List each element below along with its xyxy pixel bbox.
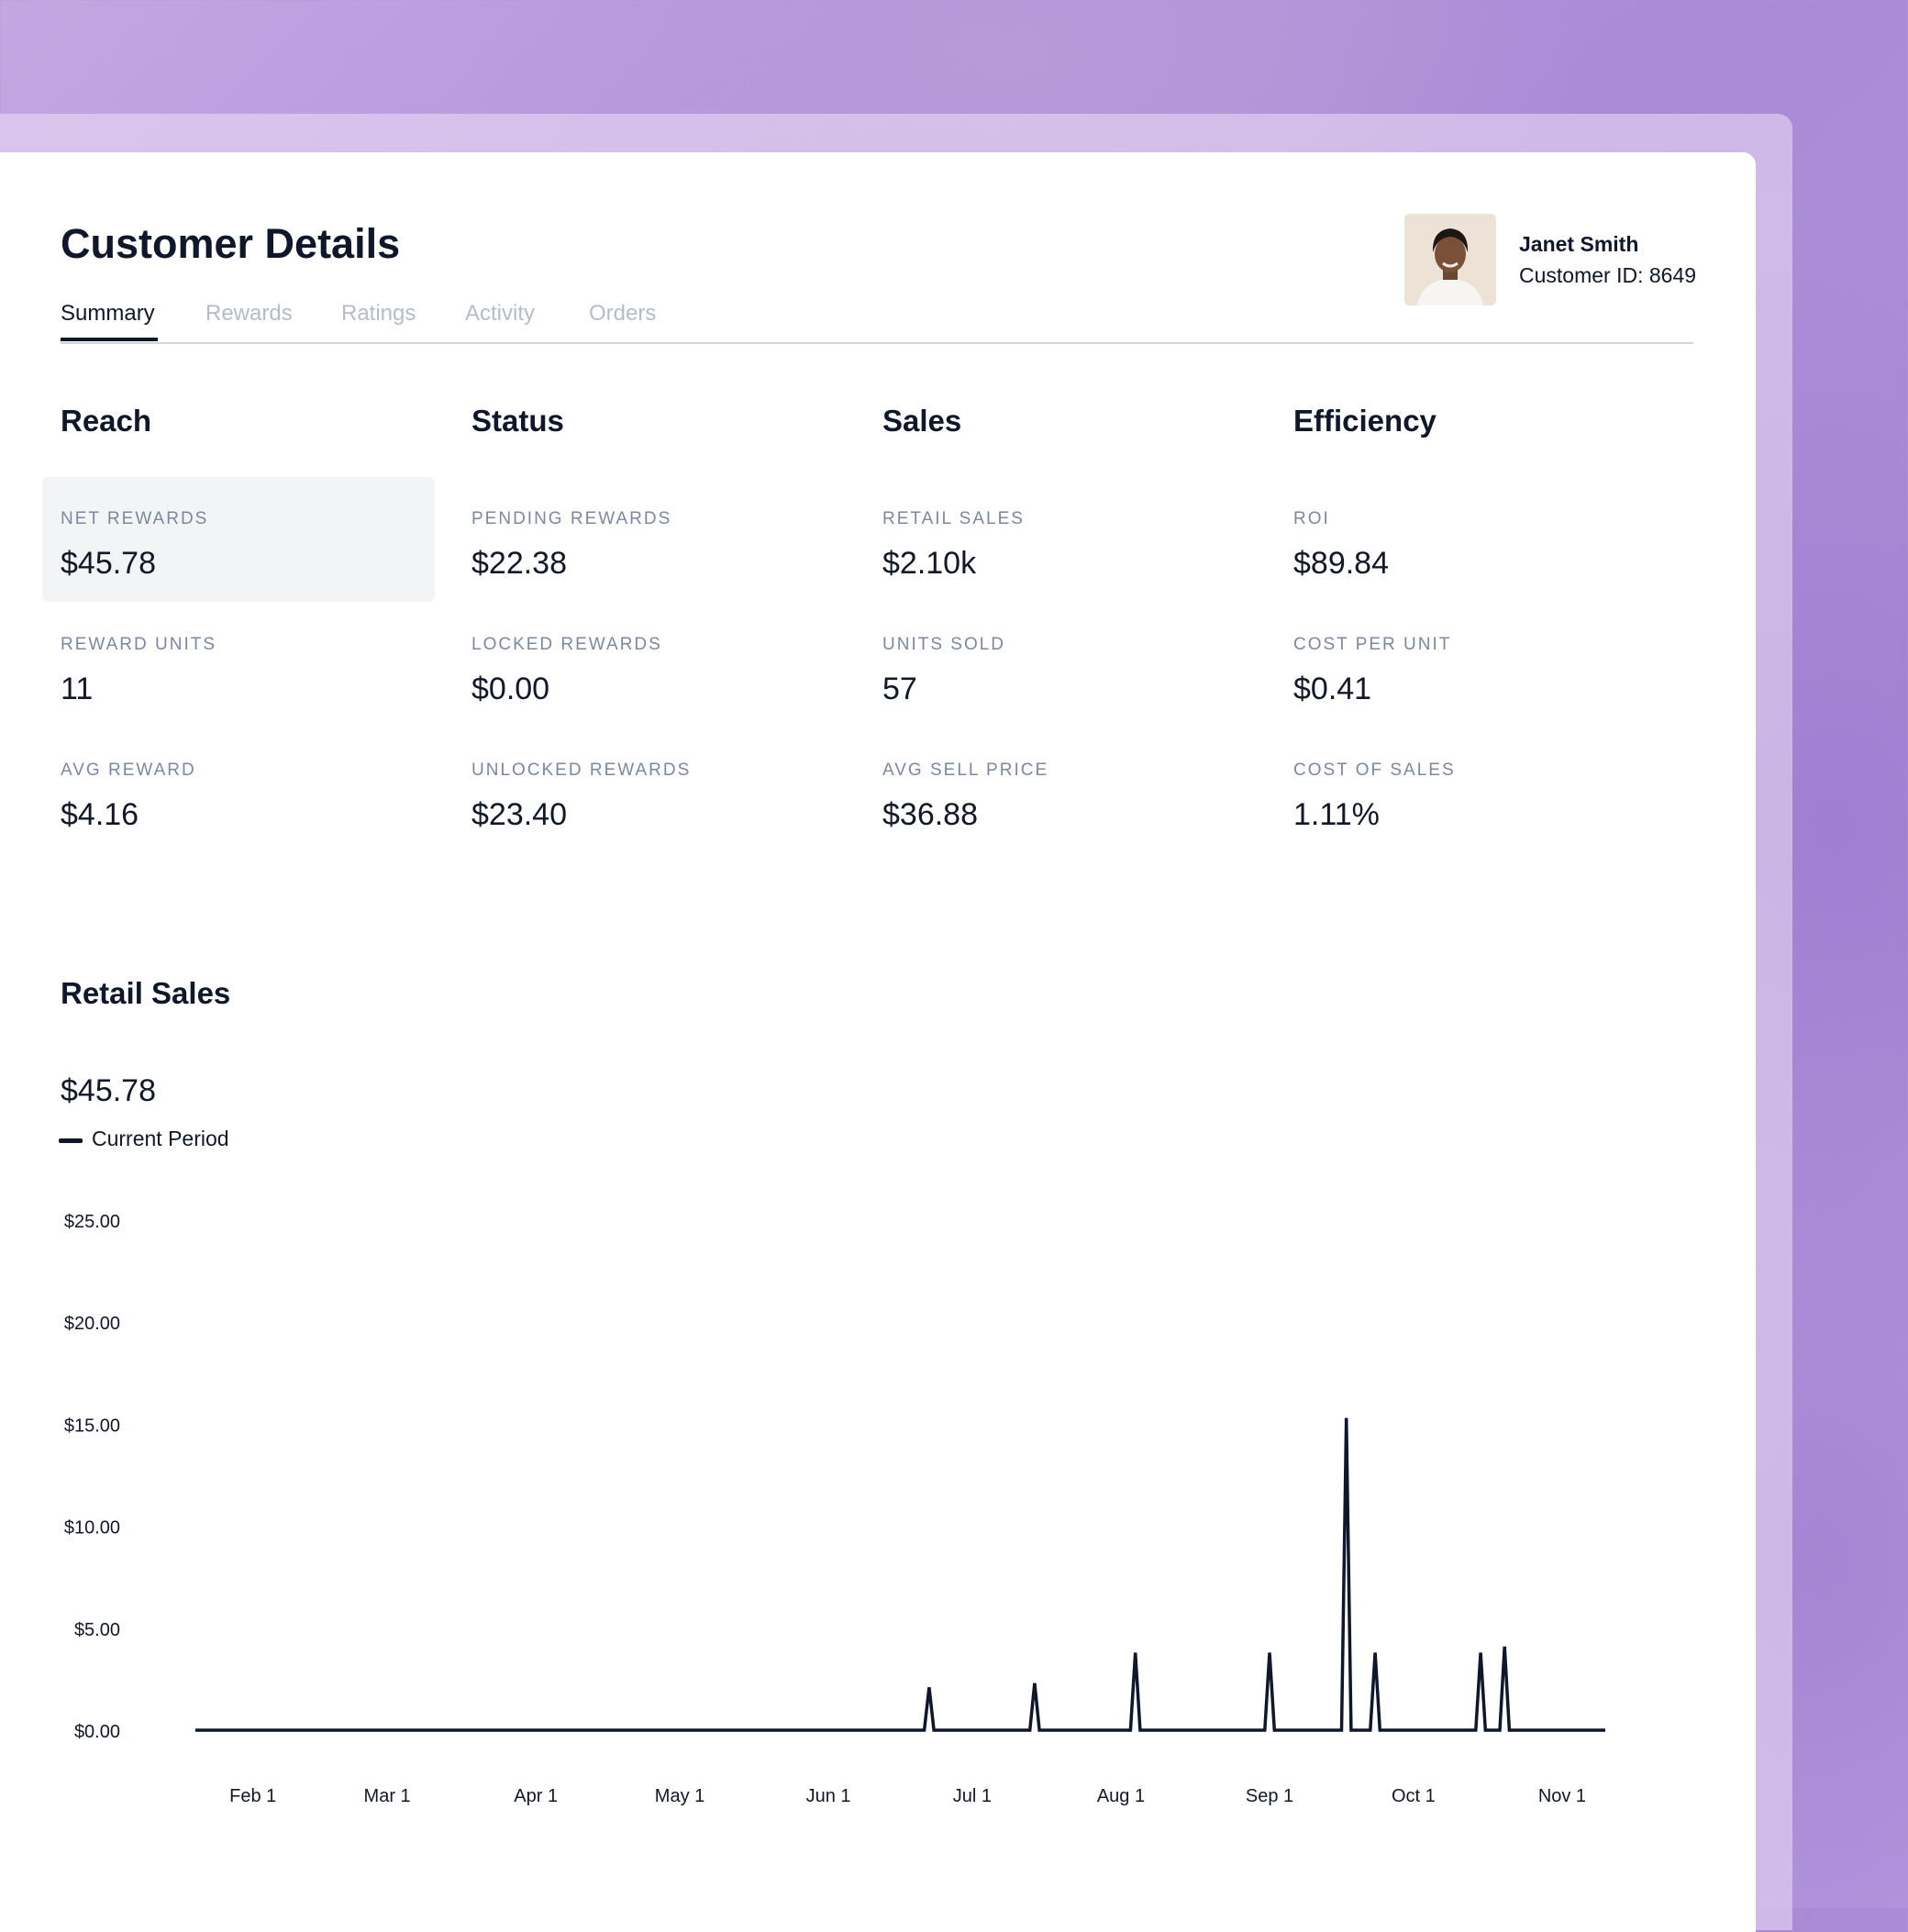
metric-cost-per-unit[interactable]: COST PER UNIT $0.41 <box>1293 603 1670 727</box>
metric-label: NET REWARDS <box>61 509 209 528</box>
metric-value: $2.10k <box>882 546 977 581</box>
metric-unlocked-rewards[interactable]: UNLOCKED REWARDS $23.40 <box>471 728 848 853</box>
x-tick-label: Mar 1 <box>364 1786 411 1806</box>
legend-swatch <box>59 1138 83 1143</box>
section-heading: Sales <box>882 404 962 438</box>
customer-name: Janet Smith <box>1519 232 1639 256</box>
tab-ratings[interactable]: Ratings <box>341 301 416 326</box>
metric-locked-rewards[interactable]: LOCKED REWARDS $0.00 <box>471 603 848 727</box>
metric-label: RETAIL SALES <box>882 509 1025 528</box>
tab-bar: Summary Rewards Ratings Activity Orders <box>61 301 1693 344</box>
metric-label: COST OF SALES <box>1293 761 1456 780</box>
section-heading: Reach <box>61 404 152 438</box>
series-line <box>195 1417 1605 1732</box>
metric-value: $22.38 <box>471 546 567 581</box>
metric-cost-of-sales[interactable]: COST OF SALES 1.11% <box>1293 728 1670 853</box>
x-tick-label: Aug 1 <box>1097 1786 1145 1806</box>
y-tick-label: $15.00 <box>64 1416 120 1436</box>
metric-value: 57 <box>882 672 917 706</box>
metric-retail-sales[interactable]: RETAIL SALES $2.10k <box>882 477 1259 602</box>
avatar <box>1404 214 1496 305</box>
metric-avg-sell-price[interactable]: AVG SELL PRICE $36.88 <box>882 728 1259 853</box>
metric-value: $45.78 <box>61 546 156 581</box>
section-heading: Efficiency <box>1293 404 1437 438</box>
metric-pending-rewards[interactable]: PENDING REWARDS $22.38 <box>471 477 848 602</box>
metric-value: $36.88 <box>882 797 978 832</box>
tab-activity[interactable]: Activity <box>465 301 536 326</box>
customer-id: Customer ID: 8649 <box>1519 263 1697 287</box>
metric-value: $0.41 <box>1293 672 1372 706</box>
metric-reward-units[interactable]: REWARD UNITS 11 <box>61 603 437 727</box>
chart-title: Retail Sales <box>61 976 231 1010</box>
tab-summary[interactable]: Summary <box>61 301 155 326</box>
x-tick-label: Nov 1 <box>1538 1786 1586 1806</box>
x-tick-label: Jun 1 <box>806 1786 851 1806</box>
metric-label: AVG REWARD <box>61 761 196 780</box>
active-tab-indicator <box>61 338 158 341</box>
avatar-photo <box>1404 214 1496 305</box>
metric-label: UNLOCKED REWARDS <box>471 761 692 780</box>
x-tick-label: Sep 1 <box>1246 1786 1293 1806</box>
metric-value: 11 <box>61 672 94 706</box>
x-tick-label: Oct 1 <box>1392 1786 1436 1806</box>
metric-label: REWARD UNITS <box>61 635 217 654</box>
y-tick-label: $5.00 <box>74 1620 120 1640</box>
metric-roi[interactable]: ROI $89.84 <box>1293 477 1670 602</box>
tab-orders[interactable]: Orders <box>589 301 657 326</box>
retail-sales-chart: $0.00 $5.00 $10.00 $15.00 $20.00 $25.00 Feb 1 M… <box>64 1212 1605 1806</box>
tab-rewards[interactable]: Rewards <box>205 301 293 326</box>
metric-value: 1.11% <box>1293 797 1380 832</box>
y-tick-label: $20.00 <box>64 1314 120 1334</box>
metric-label: UNITS SOLD <box>882 635 1006 654</box>
x-tick-label: Jul 1 <box>953 1786 992 1806</box>
page-title: Customer Details <box>61 220 401 267</box>
x-tick-label: Apr 1 <box>514 1786 558 1806</box>
metric-label: ROI <box>1293 509 1330 528</box>
x-tick-label: Feb 1 <box>229 1786 276 1806</box>
chart-total-value: $45.78 <box>61 1073 156 1108</box>
y-tick-label: $10.00 <box>64 1518 120 1538</box>
metric-label: LOCKED REWARDS <box>471 635 662 654</box>
metric-net-rewards[interactable]: NET REWARDS $45.78 <box>42 477 435 602</box>
legend-label: Current Period <box>92 1127 229 1150</box>
y-tick-label: $25.00 <box>64 1212 120 1232</box>
metric-label: COST PER UNIT <box>1293 635 1452 654</box>
section-heading: Status <box>471 404 564 438</box>
metric-label: PENDING REWARDS <box>471 509 672 528</box>
metric-value: $4.16 <box>61 797 139 832</box>
metric-value: $23.40 <box>471 797 567 832</box>
metric-value: $0.00 <box>471 672 550 706</box>
metric-value: $89.84 <box>1293 546 1389 581</box>
metric-units-sold[interactable]: UNITS SOLD 57 <box>882 603 1259 727</box>
metric-avg-reward[interactable]: AVG REWARD $4.16 <box>61 728 437 853</box>
x-tick-label: May 1 <box>655 1786 704 1806</box>
y-tick-label: $0.00 <box>74 1722 120 1742</box>
metric-label: AVG SELL PRICE <box>882 761 1049 780</box>
main-card <box>0 152 1756 1932</box>
